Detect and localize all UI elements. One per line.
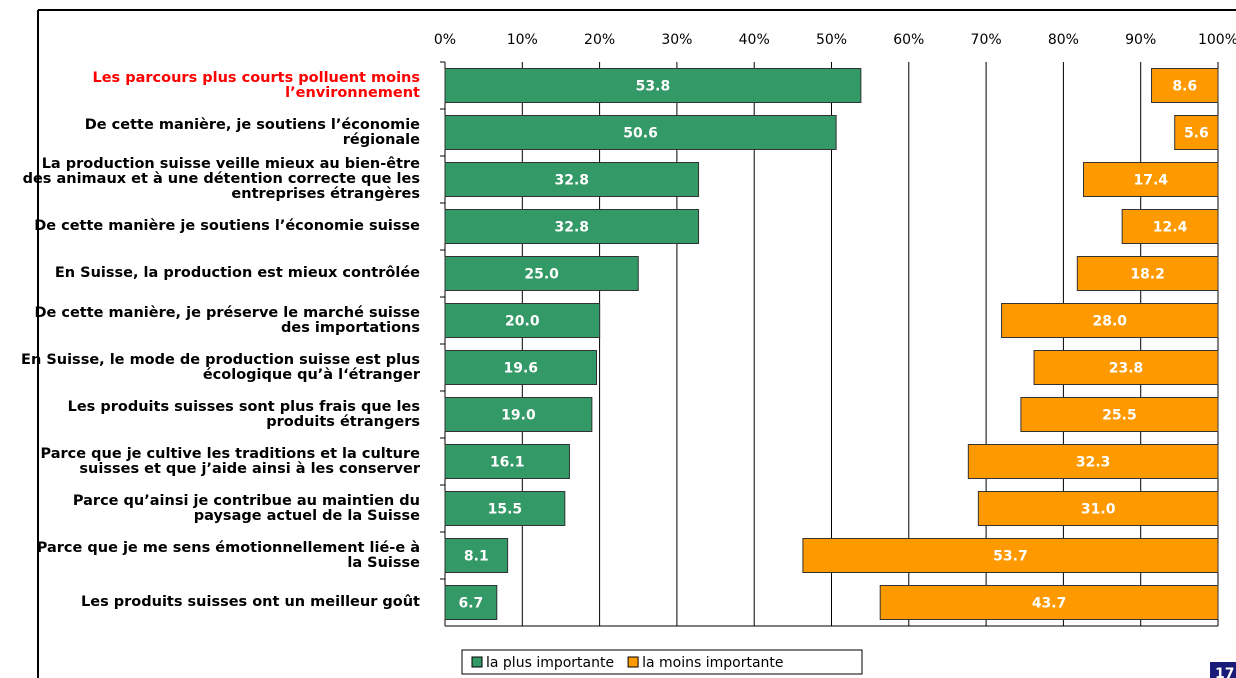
data-label: 32.3	[1076, 455, 1111, 471]
bar	[1076, 256, 1219, 291]
x-tick-label: 40%	[739, 32, 770, 48]
data-label: 5.6	[1184, 126, 1209, 142]
bar	[444, 303, 601, 338]
bar	[879, 585, 1219, 620]
data-label: 50.6	[623, 126, 658, 142]
x-tick-label: 70%	[971, 32, 1002, 48]
data-label: 15.5	[488, 502, 523, 518]
bar	[1121, 209, 1219, 244]
x-tick-label: 0%	[434, 32, 456, 48]
x-tick-label: 80%	[1048, 32, 1079, 48]
bar	[444, 538, 509, 573]
bar	[444, 397, 593, 432]
bar	[444, 491, 566, 526]
data-label: 31.0	[1081, 502, 1116, 518]
bar	[444, 585, 498, 620]
bar	[977, 491, 1219, 526]
bar	[444, 444, 570, 479]
x-tick-label: 20%	[584, 32, 615, 48]
bar	[967, 444, 1219, 479]
legend-label: la plus importante	[486, 655, 614, 671]
data-label: 25.0	[524, 267, 559, 283]
x-tick-label: 60%	[893, 32, 924, 48]
x-tick-label: 10%	[507, 32, 538, 48]
bar	[444, 350, 598, 385]
x-tick-label: 100%	[1198, 32, 1236, 48]
data-label: 8.1	[464, 549, 489, 565]
y-tick-label: Les parcours plus courts polluent moins …	[92, 69, 420, 101]
bar	[1020, 397, 1219, 432]
data-label: 19.6	[503, 361, 538, 377]
bar	[1151, 68, 1219, 103]
x-tick-label: 90%	[1125, 32, 1156, 48]
data-label: 32.8	[554, 173, 589, 189]
page-number-box	[1210, 662, 1236, 678]
y-tick-label: Parce que je cultive les traditions et l…	[40, 445, 420, 477]
data-label: 6.7	[458, 596, 483, 612]
data-label: 25.5	[1102, 408, 1137, 424]
data-label: 12.4	[1153, 220, 1188, 236]
y-tick-label: Les produits suisses ont un meilleur goû…	[81, 594, 420, 610]
data-label: 8.6	[1172, 79, 1197, 95]
data-label: 17.4	[1133, 173, 1168, 189]
y-tick-label: La production suisse veille mieux au bie…	[22, 156, 420, 202]
data-label: 43.7	[1032, 596, 1067, 612]
legend-box	[461, 649, 863, 675]
y-tick-label: En Suisse, la production est mieux contr…	[54, 265, 420, 281]
bar	[802, 538, 1219, 573]
y-tick-label: Parce qu’ainsi je contribue au maintien …	[72, 492, 420, 524]
data-label: 53.8	[636, 79, 671, 95]
y-tick-label: De cette manière, je préserve le marché …	[34, 304, 420, 336]
legend-label: la moins importante	[642, 655, 783, 671]
legend-swatch	[627, 656, 639, 668]
data-label: 18.2	[1130, 267, 1165, 283]
y-tick-label: De cette manière, je soutiens l’économie…	[84, 116, 420, 148]
data-label: 53.7	[993, 549, 1028, 565]
bar	[1174, 115, 1219, 150]
page-number: 17	[1215, 666, 1234, 678]
bar	[444, 162, 700, 197]
x-tick-label: 30%	[661, 32, 692, 48]
y-tick-label: Parce que je me sens émotionnellement li…	[36, 539, 420, 571]
bar	[444, 68, 862, 103]
x-tick-label: 50%	[816, 32, 847, 48]
y-tick-label: En Suisse, le mode de production suisse …	[21, 351, 420, 383]
data-label: 20.0	[505, 314, 540, 330]
legend-swatch	[471, 656, 483, 668]
y-tick-label: Les produits suisses sont plus frais que…	[67, 398, 420, 430]
bar	[444, 209, 700, 244]
data-label: 16.1	[490, 455, 525, 471]
bar	[1001, 303, 1219, 338]
data-label: 28.0	[1093, 314, 1128, 330]
bar	[444, 115, 837, 150]
y-tick-label: De cette manière je soutiens l’économie …	[34, 218, 420, 234]
bar	[444, 256, 639, 291]
data-label: 23.8	[1109, 361, 1144, 377]
bar	[1033, 350, 1219, 385]
data-label: 19.0	[501, 408, 536, 424]
data-label: 32.8	[554, 220, 589, 236]
bar	[1082, 162, 1219, 197]
